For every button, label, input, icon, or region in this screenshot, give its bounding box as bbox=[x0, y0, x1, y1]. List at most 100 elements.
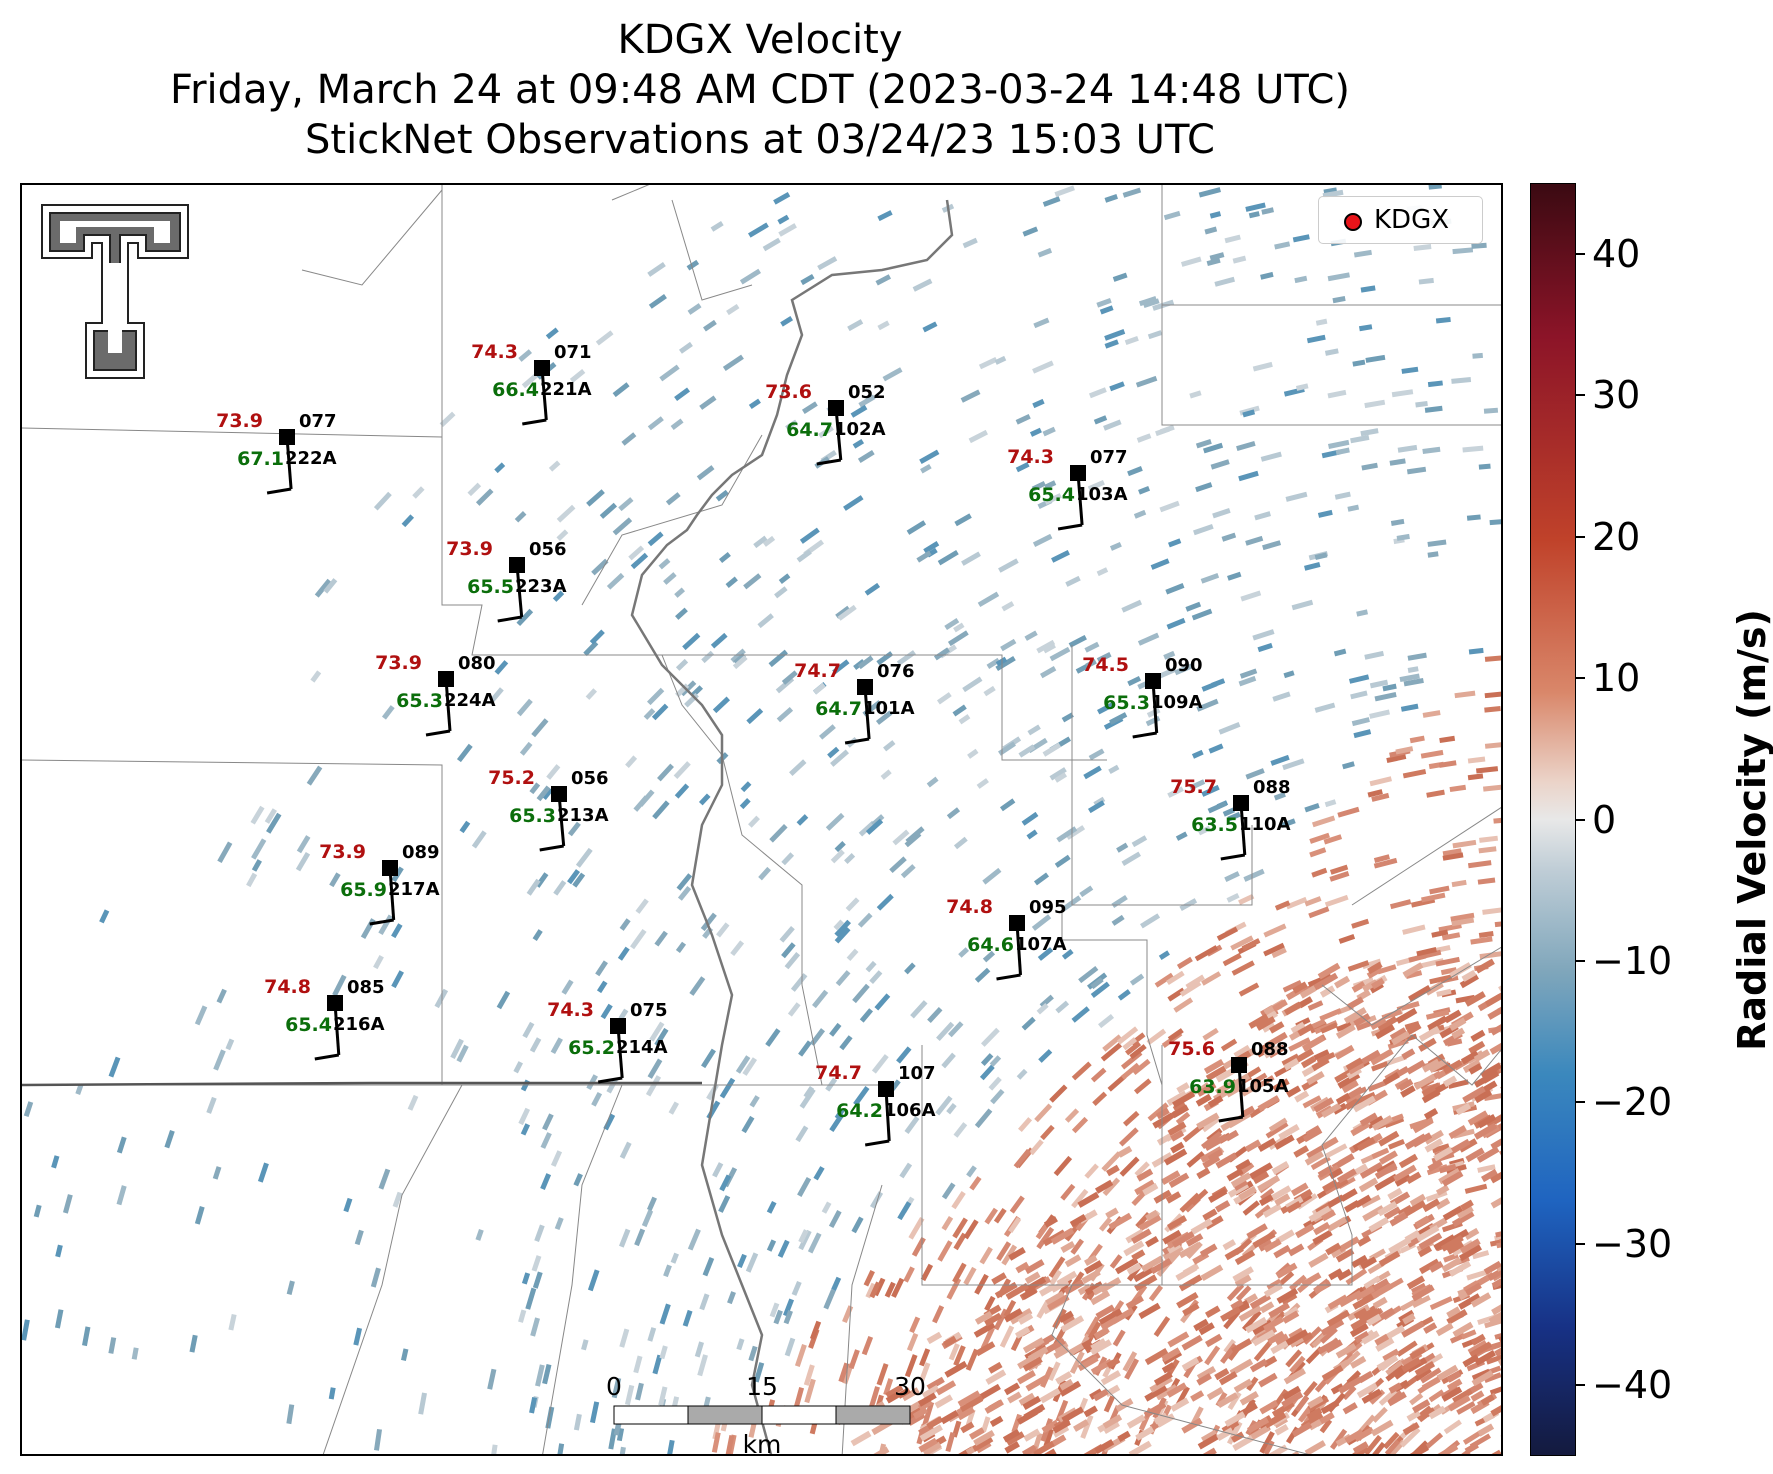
radar-gate bbox=[953, 836, 968, 850]
radar-gate bbox=[1398, 1078, 1414, 1091]
radar-gate bbox=[1290, 1021, 1306, 1034]
station-marker-icon bbox=[1070, 465, 1086, 481]
radar-gate bbox=[1252, 1319, 1273, 1336]
radar-gate bbox=[1304, 1440, 1326, 1454]
scale-label-30: 30 bbox=[894, 1372, 926, 1401]
radar-gate bbox=[1274, 241, 1291, 250]
radar-gate bbox=[1283, 1057, 1300, 1071]
station-wind-direction: 077 bbox=[1090, 447, 1128, 468]
station-marker-icon bbox=[610, 1018, 626, 1034]
radar-gate bbox=[1250, 1072, 1268, 1086]
radar-gate bbox=[1337, 806, 1360, 818]
radar-gate bbox=[1292, 981, 1308, 994]
radar-gate bbox=[1428, 185, 1442, 190]
radar-gate bbox=[1349, 1355, 1367, 1369]
radar-gate bbox=[922, 1441, 942, 1454]
radar-gate bbox=[1357, 1304, 1378, 1321]
radar-gate bbox=[665, 492, 681, 506]
radar-gate bbox=[1260, 451, 1282, 462]
map-title-line-1: KDGX Velocity bbox=[617, 17, 903, 63]
radar-gate bbox=[1135, 375, 1158, 388]
radar-gate bbox=[1205, 1065, 1227, 1082]
radar-gate bbox=[1451, 879, 1467, 888]
radar-gate bbox=[733, 652, 747, 665]
radar-gate bbox=[819, 724, 836, 740]
radar-gate bbox=[1248, 1013, 1269, 1029]
radar-gate bbox=[974, 967, 991, 983]
radar-gate bbox=[1487, 1267, 1501, 1281]
radar-gate bbox=[1036, 1003, 1049, 1015]
radar-gate bbox=[553, 880, 567, 896]
radar-gate bbox=[1336, 1168, 1357, 1184]
radar-gate bbox=[686, 259, 700, 271]
radar-gate bbox=[1142, 1182, 1159, 1196]
radar-gate bbox=[1108, 764, 1120, 774]
radar-gate bbox=[1201, 784, 1220, 797]
radar-gate bbox=[1390, 518, 1405, 526]
radar-gate bbox=[1358, 324, 1373, 332]
radar-gate bbox=[1426, 1164, 1448, 1176]
radar-gate bbox=[1494, 920, 1501, 928]
radar-gate bbox=[1341, 1079, 1359, 1094]
radar-gate bbox=[1308, 906, 1330, 919]
radar-gate bbox=[1039, 994, 1054, 1008]
radar-gate bbox=[328, 1387, 336, 1400]
radar-gate bbox=[1090, 981, 1110, 998]
radar-gate bbox=[1428, 1389, 1445, 1403]
radar-gate bbox=[1090, 1338, 1107, 1351]
radar-gate bbox=[1208, 1188, 1228, 1203]
radar-gate bbox=[1409, 1193, 1427, 1207]
radar-gate bbox=[1451, 1027, 1466, 1039]
radar-gate bbox=[1104, 194, 1118, 203]
radar-gate bbox=[1439, 735, 1456, 744]
radar-gate bbox=[904, 1354, 918, 1378]
radar-gate bbox=[1390, 899, 1412, 910]
radar-gate bbox=[1203, 1058, 1225, 1075]
radar-gate bbox=[1415, 400, 1428, 408]
radar-map[interactable]: 74.3 071 66.4 221A 73.9 077 67.1 222A 73.6 052 64.… bbox=[20, 183, 1503, 1456]
radar-gate bbox=[1351, 918, 1370, 929]
radar-gate bbox=[1129, 1044, 1147, 1060]
radar-gate bbox=[1406, 466, 1427, 475]
radar-gate bbox=[561, 979, 574, 995]
radar-gate bbox=[212, 1166, 222, 1180]
radar-gate bbox=[257, 1162, 269, 1183]
radar-gate bbox=[851, 1216, 864, 1234]
radar-gate bbox=[1031, 480, 1046, 492]
colorbar-tick bbox=[1576, 1384, 1585, 1387]
radar-gate bbox=[889, 856, 907, 874]
radar-gate bbox=[869, 1191, 884, 1209]
radar-gate bbox=[659, 364, 680, 382]
radar-gate bbox=[1455, 994, 1476, 1004]
radar-gate bbox=[1500, 1077, 1501, 1093]
radar-gate bbox=[1135, 1426, 1155, 1441]
radar-gate bbox=[633, 1355, 643, 1374]
radar-gate bbox=[847, 319, 864, 332]
radar-gate bbox=[1221, 1419, 1240, 1434]
radar-gate bbox=[1490, 1166, 1501, 1184]
radar-gate bbox=[797, 1176, 812, 1197]
radar-gate bbox=[1111, 894, 1128, 908]
radar-gate bbox=[1224, 234, 1241, 244]
radar-gate bbox=[525, 1287, 537, 1310]
radar-gate bbox=[1474, 1349, 1496, 1366]
radar-gate bbox=[858, 820, 876, 837]
radar-gate bbox=[1321, 1102, 1342, 1118]
radar-gate bbox=[599, 502, 618, 519]
radar-gate bbox=[1032, 360, 1054, 374]
radar-gate bbox=[1449, 962, 1472, 979]
radar-gate bbox=[715, 489, 729, 502]
radar-gate bbox=[1238, 1304, 1262, 1322]
radar-gate bbox=[876, 893, 894, 911]
radar-gate bbox=[973, 1429, 995, 1446]
radar-gate bbox=[1058, 1310, 1074, 1323]
colorbar-tick bbox=[1576, 1242, 1585, 1245]
radar-gate bbox=[1032, 398, 1045, 409]
radar-gate bbox=[1333, 648, 1347, 657]
radar-gate bbox=[1042, 643, 1056, 654]
radar-gate bbox=[518, 1107, 531, 1126]
radar-gate bbox=[546, 764, 561, 780]
station-temperature: 73.9 bbox=[375, 652, 422, 674]
radar-gate bbox=[1411, 1284, 1435, 1302]
radar-gate bbox=[1263, 1282, 1283, 1298]
